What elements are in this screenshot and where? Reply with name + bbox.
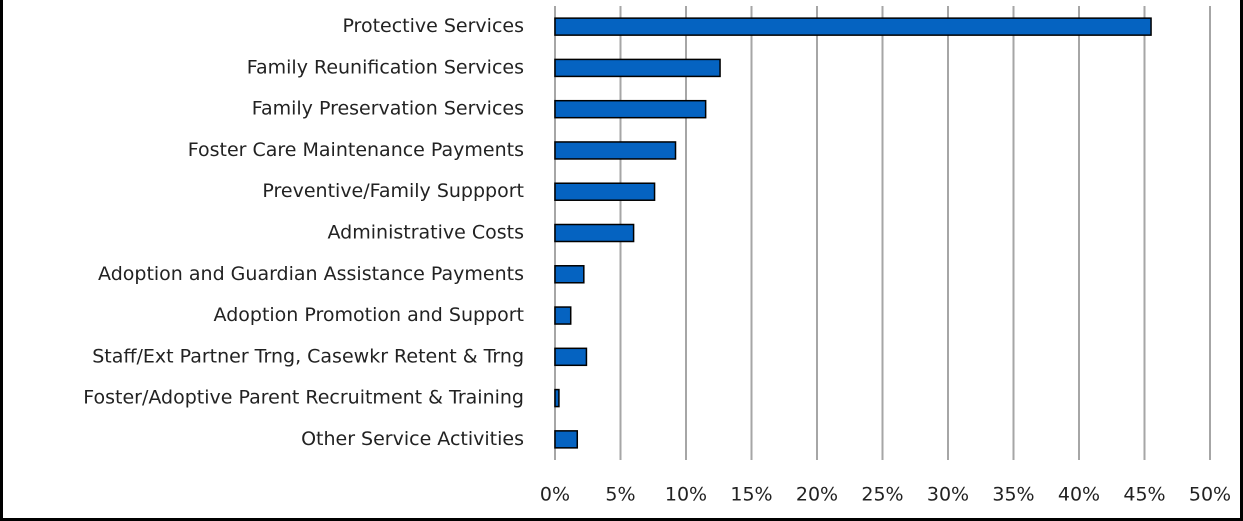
x-tick-label: 5% (605, 484, 635, 506)
y-tick-label: Adoption and Guardian Assistance Payment… (98, 263, 524, 285)
y-tick-label: Family Reunification Services (247, 56, 524, 78)
y-tick-label: Other Service Activities (301, 428, 524, 450)
y-tick-label: Protective Services (342, 15, 524, 37)
y-tick-label: Administrative Costs (328, 222, 524, 244)
frame-bottom (0, 518, 1243, 521)
bar (554, 347, 588, 367)
y-tick-label: Family Preservation Services (252, 98, 524, 120)
x-tick-label: 15% (730, 484, 772, 506)
x-tick-label: 25% (861, 484, 903, 506)
x-tick-label: 0% (540, 484, 570, 506)
bar (554, 388, 560, 408)
bar (554, 430, 579, 449)
bar (554, 223, 635, 243)
y-tick-label: Adoption Promotion and Support (214, 304, 524, 326)
y-tick-label: Staff/Ext Partner Trng, Casewkr Retent &… (92, 345, 524, 367)
bar (554, 141, 677, 160)
y-tick-label: Preventive/Family Suppport (262, 180, 524, 202)
bar (554, 58, 721, 78)
x-tick-label: 10% (665, 484, 707, 506)
x-tick-label: 35% (992, 484, 1034, 506)
frame-right (1240, 0, 1243, 521)
x-tick-label: 50% (1189, 484, 1231, 506)
bar (554, 182, 656, 201)
y-tick-label: Foster/Adoptive Parent Recruitment & Tra… (83, 387, 524, 409)
frame-left (0, 0, 3, 521)
y-tick-label: Foster Care Maintenance Payments (188, 139, 524, 161)
x-tick-label: 45% (1123, 484, 1165, 506)
bar (554, 306, 572, 325)
x-tick-label: 30% (927, 484, 969, 506)
x-tick-label: 20% (796, 484, 838, 506)
bar (554, 17, 1152, 36)
bar (554, 99, 707, 119)
x-tick-label: 40% (1058, 484, 1100, 506)
bar (554, 265, 585, 284)
